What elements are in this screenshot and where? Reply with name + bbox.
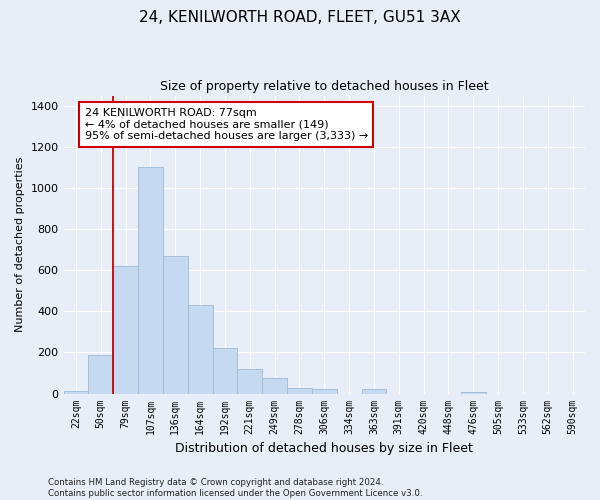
Bar <box>262 378 287 394</box>
Bar <box>88 354 113 394</box>
Bar <box>113 266 138 394</box>
Bar <box>163 256 188 394</box>
Bar <box>461 392 485 394</box>
Text: Contains HM Land Registry data © Crown copyright and database right 2024.
Contai: Contains HM Land Registry data © Crown c… <box>48 478 422 498</box>
Bar <box>64 391 88 394</box>
Bar <box>312 389 337 394</box>
Bar <box>238 369 262 394</box>
Bar <box>212 348 238 394</box>
X-axis label: Distribution of detached houses by size in Fleet: Distribution of detached houses by size … <box>175 442 473 455</box>
Text: 24 KENILWORTH ROAD: 77sqm
← 4% of detached houses are smaller (149)
95% of semi-: 24 KENILWORTH ROAD: 77sqm ← 4% of detach… <box>85 108 368 141</box>
Bar <box>362 390 386 394</box>
Bar <box>138 168 163 394</box>
Y-axis label: Number of detached properties: Number of detached properties <box>15 157 25 332</box>
Title: Size of property relative to detached houses in Fleet: Size of property relative to detached ho… <box>160 80 488 93</box>
Text: 24, KENILWORTH ROAD, FLEET, GU51 3AX: 24, KENILWORTH ROAD, FLEET, GU51 3AX <box>139 10 461 25</box>
Bar <box>287 388 312 394</box>
Bar <box>188 305 212 394</box>
